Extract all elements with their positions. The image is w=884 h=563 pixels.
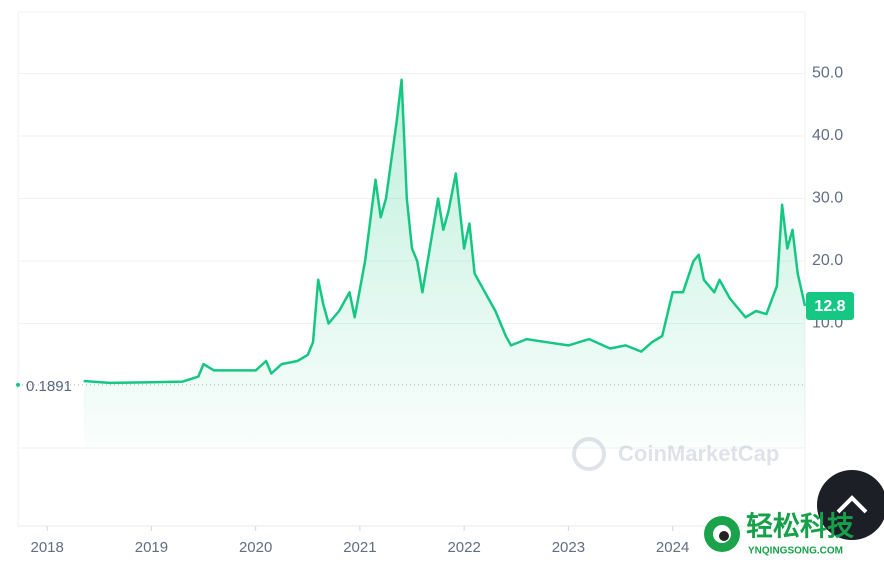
baseline-dot [16, 382, 20, 387]
last-price-badge [806, 292, 854, 320]
scroll-top-chevron [836, 495, 868, 514]
x-tick-label: 2019 [135, 539, 168, 556]
brand-logo: 轻松科技 YNQINGSONG.COM [704, 512, 854, 557]
x-tick-label: 2020 [239, 539, 272, 556]
brand-icon-pupil [719, 531, 729, 541]
x-tick-label: 2021 [343, 539, 376, 556]
scroll-top-button[interactable] [817, 470, 884, 540]
y-tick-label: 20.0 [812, 252, 843, 269]
brand-url: YNQINGSONG.COM [748, 546, 843, 557]
x-tick-label: 2023 [552, 539, 585, 556]
y-tick-label: 50.0 [812, 65, 843, 82]
baseline-label: 0.1891 [26, 378, 72, 395]
x-tick-label: 2022 [447, 539, 480, 556]
price-line [83, 78, 807, 385]
x-tick-label: 2024 [656, 539, 689, 556]
price-area [83, 79, 805, 449]
brand-name: 轻松科技 [746, 512, 854, 543]
y-tick-label: 30.0 [812, 190, 843, 207]
last-price-label: 12.8 [814, 298, 845, 315]
x-tick-label: 2018 [30, 539, 63, 556]
scroll-top-circle[interactable] [817, 470, 884, 540]
y-tick-label: 40.0 [812, 127, 843, 144]
